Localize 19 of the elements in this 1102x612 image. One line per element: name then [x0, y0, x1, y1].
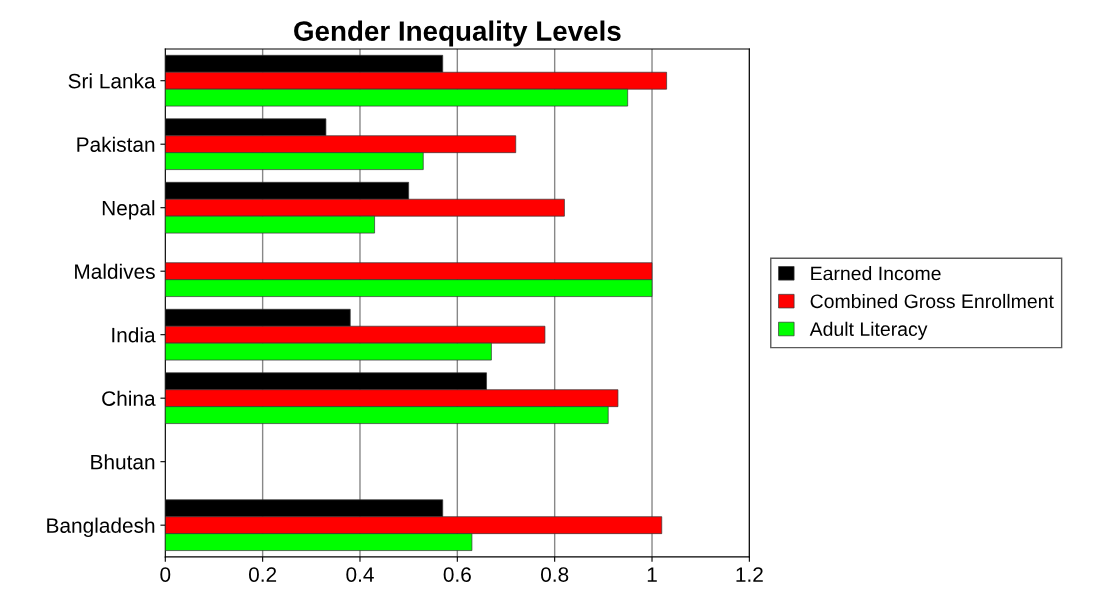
y-tick-label: Sri Lanka	[68, 73, 156, 89]
x-tick-label: 0	[160, 567, 171, 582]
y-tick-label: Pakistan	[77, 136, 155, 152]
legend-label: Combined Gross Enrollment	[810, 293, 1054, 309]
legend-label: Earned Income	[811, 266, 941, 281]
y-tick-label: India	[112, 327, 156, 343]
y-tick-label: China	[102, 390, 156, 406]
x-tick-label: 0.4	[346, 567, 374, 582]
y-tick-label: Bhutan	[91, 454, 155, 470]
x-tick-label: 1	[647, 567, 657, 582]
x-tick-label: 0.6	[443, 567, 471, 582]
chart-title: Gender Inequality Levels	[294, 20, 621, 47]
y-tick-label: Bangladesh	[47, 517, 155, 538]
y-tick-label: Nepal	[102, 200, 155, 220]
x-tick-label: 1.2	[736, 567, 763, 582]
x-tick-label: 0.8	[541, 567, 569, 582]
legend-label: Adult Literacy	[809, 321, 928, 340]
x-tick-label: 0.2	[248, 567, 277, 582]
y-tick-label: Maldives	[75, 263, 155, 279]
